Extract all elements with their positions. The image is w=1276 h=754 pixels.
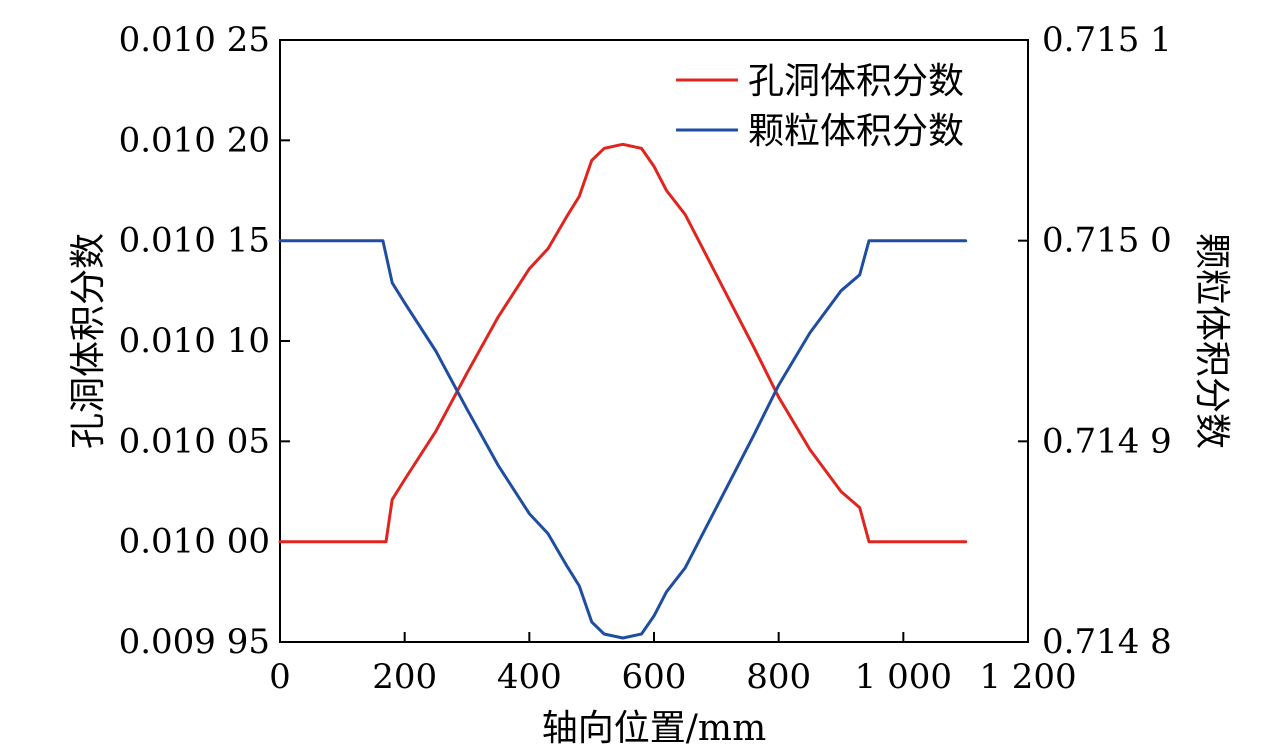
x-tick-label: 800 xyxy=(746,657,811,697)
right-y-axis-ticks: 0.714 8 0.714 9 0.715 0 0.715 1 xyxy=(1018,20,1172,662)
right-y-axis-title: 颗粒体积分数 xyxy=(1191,233,1232,449)
left-y-axis-title: 孔洞体积分数 xyxy=(68,233,109,449)
left-y-tick-label: 0.010 20 xyxy=(119,120,270,160)
x-tick-label: 400 xyxy=(497,657,562,697)
right-y-tick-label: 0.715 0 xyxy=(1042,221,1172,261)
left-y-tick-label: 0.009 95 xyxy=(119,622,270,662)
left-y-tick-label: 0.010 00 xyxy=(119,522,270,562)
right-y-tick-label: 0.715 1 xyxy=(1042,20,1172,60)
x-tick-label: 1 000 xyxy=(855,657,952,697)
series-line-1 xyxy=(278,142,968,544)
right-y-tick-label: 0.714 8 xyxy=(1042,622,1172,662)
left-y-tick-label: 0.010 10 xyxy=(119,321,270,361)
x-axis-ticks: 0 200 400 600 800 1 000 1 200 xyxy=(269,632,1077,697)
left-y-tick-label: 0.010 15 xyxy=(119,221,270,261)
right-y-tick-label: 0.714 9 xyxy=(1042,421,1172,461)
x-tick-label: 200 xyxy=(372,657,437,697)
x-tick-label: 600 xyxy=(622,657,687,697)
series-line-2 xyxy=(278,239,968,640)
x-tick-label: 1 200 xyxy=(979,657,1076,697)
legend-label-1: 孔洞体积分数 xyxy=(748,61,964,102)
left-y-tick-label: 0.010 25 xyxy=(119,20,270,60)
left-y-axis-ticks: 0.009 95 0.010 00 0.010 05 0.010 10 0.010 15… xyxy=(119,20,290,662)
x-axis-title: 轴向位置/mm xyxy=(542,708,766,749)
left-y-tick-label: 0.010 05 xyxy=(119,421,270,461)
series-lines xyxy=(278,142,968,640)
legend-label-2: 颗粒体积分数 xyxy=(748,111,964,152)
x-tick-label: 0 xyxy=(269,657,291,697)
